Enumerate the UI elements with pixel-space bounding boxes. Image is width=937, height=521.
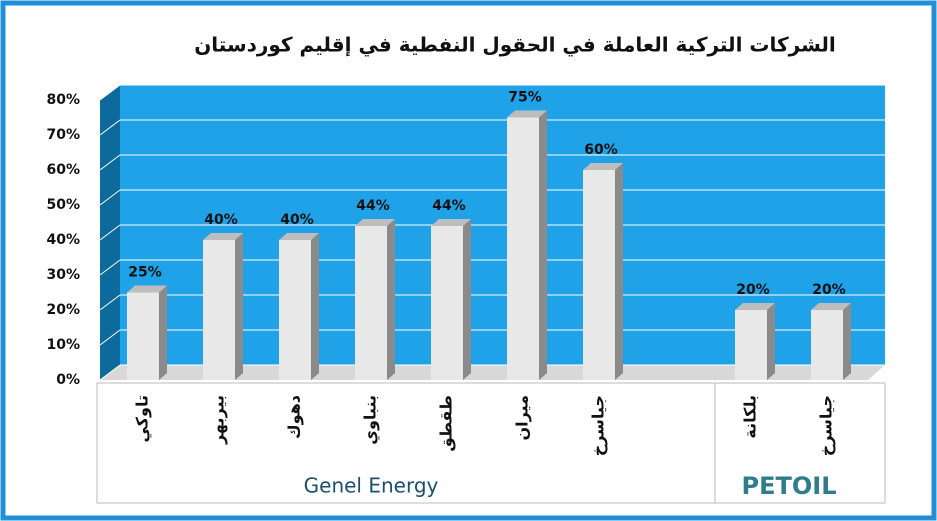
bar-side xyxy=(235,233,243,380)
bar xyxy=(507,117,539,380)
category-frame xyxy=(96,382,886,504)
y-tick-label: 40% xyxy=(46,232,80,248)
grid-line-side xyxy=(99,364,121,381)
bar-side xyxy=(539,110,547,380)
bar-top xyxy=(203,233,243,240)
x-tick-label: بلكانة xyxy=(741,395,760,439)
chart-title: الشركات التركية العاملة في الحقول النفطي… xyxy=(194,33,836,58)
bar-top xyxy=(583,163,623,170)
value-label: 60% xyxy=(584,142,618,158)
x-tick-label: طقطق xyxy=(437,395,456,452)
bar-side xyxy=(387,219,395,380)
y-tick-label: 70% xyxy=(46,127,80,143)
grid-line-side xyxy=(99,329,121,346)
grid-line-side xyxy=(99,224,121,241)
group-label: PETOIL xyxy=(742,472,837,500)
x-tick-label: بنباوي xyxy=(361,395,381,445)
grid-line-side xyxy=(99,154,121,171)
y-tick-label: 60% xyxy=(46,162,80,178)
grid-line-side xyxy=(99,294,121,311)
x-tick-label: تاوكي xyxy=(133,395,153,442)
x-tick-label: جياسرخ xyxy=(589,395,608,456)
bar-top xyxy=(735,303,775,310)
bar-top xyxy=(355,219,395,226)
bar-side xyxy=(767,303,775,380)
bar xyxy=(583,170,615,380)
value-label: 75% xyxy=(508,90,542,106)
bar xyxy=(127,292,159,380)
value-label: 40% xyxy=(204,212,238,228)
grid-line-side xyxy=(99,259,121,276)
value-label: 40% xyxy=(280,212,314,228)
bar-top xyxy=(431,219,471,226)
x-tick-label: ميران xyxy=(513,395,532,441)
bar xyxy=(811,310,843,380)
bar-side xyxy=(311,233,319,380)
value-label: 20% xyxy=(736,282,770,298)
x-tick-label: دهوك xyxy=(285,395,304,439)
bar xyxy=(279,240,311,380)
bar-side xyxy=(843,303,851,380)
y-tick-label: 30% xyxy=(46,267,80,283)
grid-line-side xyxy=(99,84,121,101)
value-label: 44% xyxy=(432,198,466,214)
y-tick-label: 20% xyxy=(46,302,80,318)
bar-side xyxy=(615,163,623,380)
bar-side xyxy=(159,285,167,380)
bar xyxy=(735,310,767,380)
bar-top xyxy=(811,303,851,310)
value-label: 44% xyxy=(356,198,390,214)
value-label: 25% xyxy=(128,265,162,281)
bar-top xyxy=(279,233,319,240)
bar-top xyxy=(127,285,167,293)
bar xyxy=(431,226,463,380)
bar xyxy=(203,240,235,380)
y-tick-label: 50% xyxy=(46,197,80,213)
bar-side xyxy=(463,219,471,380)
grid-line-side xyxy=(99,189,121,206)
x-tick-label: جياسرخ xyxy=(817,395,836,456)
group-label: Genel Energy xyxy=(304,474,439,498)
y-tick-label: 80% xyxy=(46,92,80,108)
bar xyxy=(355,226,387,380)
y-tick-label: 10% xyxy=(46,337,80,353)
bar-top xyxy=(507,110,547,118)
x-tick-label: بيربهر xyxy=(209,395,228,445)
grid-line-side xyxy=(99,119,121,136)
y-tick-label: 0% xyxy=(56,372,80,388)
value-label: 20% xyxy=(812,282,846,298)
